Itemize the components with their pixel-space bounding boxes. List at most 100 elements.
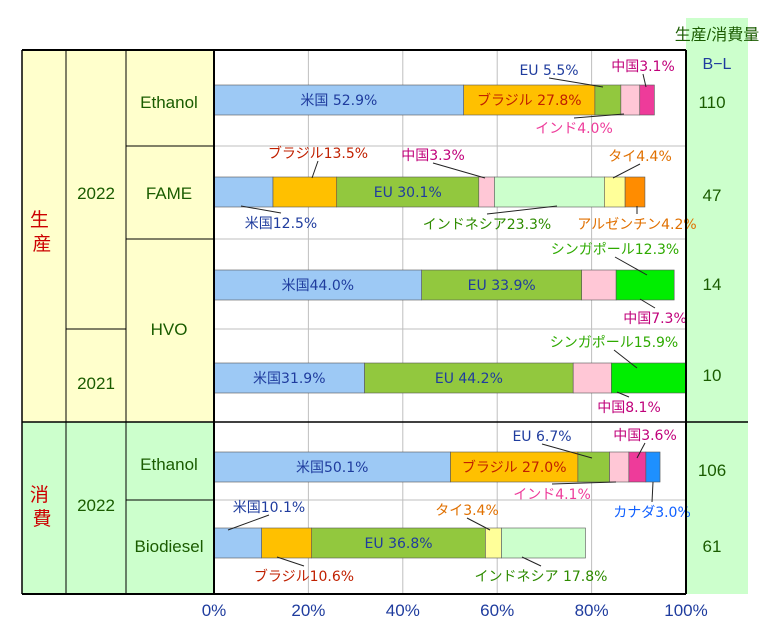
segment-label: EU 5.5% (519, 63, 578, 79)
segment-label: カナダ3.0% (613, 505, 691, 521)
segment-labels: 米国 52.9% ブラジル 27.8% EU 5.5% インド4.0% 中国3.1% 米国… (233, 59, 697, 585)
segment-label: シンガポール12.3% (551, 242, 679, 258)
total-value: 10 (703, 366, 722, 385)
bar-segment (213, 269, 422, 301)
segment-label: 中国3.6% (613, 428, 677, 444)
segment-label: 米国50.1% (296, 460, 368, 476)
segment-label: EU 36.8% (365, 536, 433, 552)
segment-label: ブラジル13.5% (268, 145, 368, 162)
segment-label: インドネシア23.3% (423, 217, 551, 233)
section-char: 費 (32, 508, 51, 530)
segment-label: タイ4.4% (608, 149, 672, 165)
bar-segment (311, 527, 486, 559)
bar-segment (478, 176, 495, 208)
leader-line (613, 349, 638, 369)
leader-line (551, 481, 617, 485)
table-lines (21, 49, 748, 595)
segment-label: 中国8.1% (597, 400, 661, 416)
row-separators (214, 145, 686, 501)
bar-segment (213, 362, 365, 394)
segment-label: インド4.1% (513, 487, 591, 503)
production-table-bg (22, 50, 214, 422)
segment-label: 中国3.3% (401, 148, 465, 164)
segment-label: シンガポール15.9% (550, 335, 678, 351)
segment-label: ブラジル 27.0% (462, 459, 567, 476)
leader-line (432, 162, 486, 179)
year-label-2022-cons: 2022 (77, 496, 115, 515)
total-value: 106 (698, 461, 726, 480)
totals-header-title: 生産/消費量 (675, 26, 759, 44)
leader-line (486, 205, 558, 215)
fuel-label-hvo: HVO (151, 320, 188, 339)
fuel-label-ethanol-prod: Ethanol (140, 93, 198, 112)
segment-label: EU 44.2% (435, 371, 503, 387)
bar-segment (463, 84, 596, 116)
leader-line (636, 442, 646, 459)
x-tick-label: 60% (480, 601, 514, 620)
x-axis-ticks: 0% 20% 40% 60% 80% 100% (202, 601, 708, 620)
segment-label: ブラジル10.6% (254, 568, 354, 585)
leader-line (276, 556, 305, 567)
bar-segment (624, 176, 646, 208)
section-label-production: 生 産 (30, 209, 54, 255)
segment-label: EU 6.7% (512, 429, 571, 445)
bar-segment (577, 451, 610, 483)
x-tick-label: 40% (386, 601, 420, 620)
fuel-label-biodiesel: Biodiesel (135, 537, 204, 556)
segment-label: 中国3.1% (611, 59, 675, 75)
year-label-2022-prod: 2022 (77, 184, 115, 203)
segment-label: EU 30.1% (374, 185, 442, 201)
segment-label: 米国 52.9% (300, 93, 377, 109)
fuel-label-ethanol-cons: Ethanol (140, 455, 198, 474)
year-label-2021: 2021 (77, 374, 115, 393)
segment-label: 米国12.5% (245, 216, 317, 232)
bar-segment (594, 84, 622, 116)
leader-line (639, 298, 656, 309)
bars (213, 84, 687, 559)
consumption-table-bg (22, 422, 214, 594)
bar-segment (450, 451, 579, 483)
total-value: 47 (703, 186, 722, 205)
segment-label: タイ3.4% (435, 503, 499, 519)
segment-label: ブラジル 27.8% (477, 92, 582, 109)
plot-area (214, 50, 686, 594)
totals-header-unit: B−L (703, 56, 732, 73)
x-tick-label: 80% (575, 601, 609, 620)
total-value: 61 (703, 537, 722, 556)
bar-segment (213, 527, 262, 559)
bar-segment (501, 527, 586, 559)
section-char: 生 (30, 209, 49, 231)
segment-label: アルゼンチン4.2% (577, 217, 696, 233)
x-tick-label: 20% (291, 601, 325, 620)
bar-segment (620, 84, 641, 116)
section-char: 産 (32, 233, 51, 255)
leader-line (240, 205, 282, 214)
gridlines (307, 50, 593, 594)
leader-line (541, 443, 593, 459)
leader-line (548, 77, 604, 88)
segment-label: 米国10.1% (233, 500, 305, 516)
totals-column-bg (686, 18, 748, 594)
bar-segment (609, 451, 630, 483)
bar-segment (272, 176, 338, 208)
leader-lines (227, 73, 656, 567)
x-tick-label: 0% (202, 601, 227, 620)
leader-line (651, 481, 654, 503)
totals: 110 47 14 10 106 61 (698, 93, 726, 556)
leader-line (616, 391, 630, 398)
leader-line (614, 256, 648, 276)
bar-segment (581, 269, 617, 301)
leader-line (227, 514, 270, 531)
total-value: 110 (698, 93, 725, 112)
bar-segment (645, 451, 661, 483)
bar-segment (213, 176, 274, 208)
bar-segment (615, 269, 675, 301)
section-label-consumption: 消 費 (30, 484, 54, 530)
bar-segment (494, 176, 605, 208)
leader-line (612, 163, 641, 179)
segment-label: 米国31.9% (253, 371, 325, 387)
bar-segment (639, 84, 655, 116)
bar-segment (213, 84, 464, 116)
bar-segment (261, 527, 313, 559)
